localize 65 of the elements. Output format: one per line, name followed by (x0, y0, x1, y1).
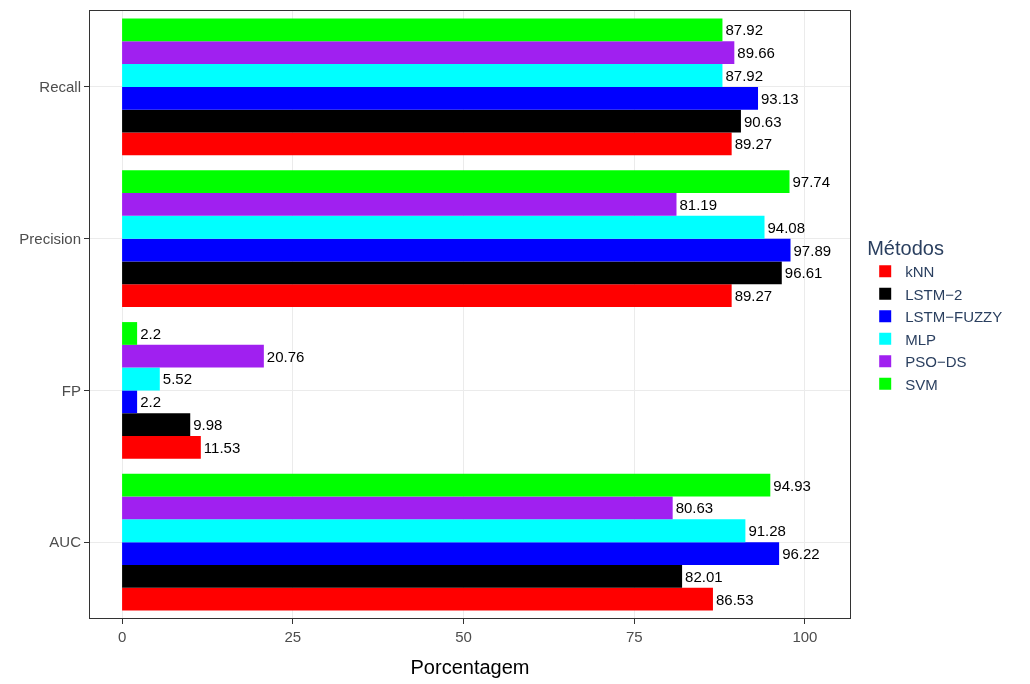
data-label: 90.63 (743, 112, 782, 130)
bar (122, 473, 771, 497)
legend-label: MLP (905, 330, 937, 348)
bar (122, 435, 201, 459)
data-label: 94.93 (773, 476, 811, 494)
data-label: 94.08 (767, 218, 806, 236)
bar (122, 564, 683, 588)
bar (122, 496, 673, 520)
y-tick-label: Recall (39, 78, 81, 96)
bar (122, 519, 746, 543)
data-label: 89.27 (734, 287, 773, 305)
bar (122, 18, 723, 42)
x-tick-label: 50 (455, 628, 472, 645)
data-label: 2.2 (140, 393, 161, 411)
data-label: 81.19 (679, 195, 718, 213)
data-label: 86.53 (715, 590, 754, 608)
y-tick-label: Precision (19, 229, 81, 247)
data-label: 97.89 (793, 241, 832, 259)
bar (122, 64, 723, 87)
bar (122, 587, 713, 611)
data-label: 20.76 (266, 347, 305, 365)
bar (122, 238, 791, 262)
bar (122, 344, 264, 368)
bar (122, 390, 138, 414)
data-label: 87.92 (725, 67, 763, 84)
bar (122, 86, 759, 110)
data-label: 93.13 (761, 89, 799, 107)
y-tick-label: FP (61, 381, 81, 399)
y-tick-label: AUC (49, 533, 82, 551)
legend-label: PSO−DS (905, 353, 967, 371)
data-label: 91.28 (748, 522, 786, 540)
bar (122, 542, 780, 565)
data-label: 87.92 (725, 21, 763, 39)
data-label: 9.98 (193, 416, 223, 434)
x-tick-label: 25 (284, 628, 302, 645)
x-tick-label: 100 (792, 628, 818, 645)
bar (122, 170, 790, 194)
data-label: 96.22 (782, 545, 820, 563)
legend-label: LSTM−FUZZY (905, 308, 1003, 326)
legend-label: LSTM−2 (905, 285, 963, 303)
bar (122, 284, 732, 307)
bar (122, 322, 138, 345)
legend-label: SVM (905, 375, 938, 393)
data-label: 2.2 (140, 324, 161, 342)
x-axis-title: Porcentagem (410, 655, 530, 678)
bar (122, 215, 765, 239)
legend-title: Métodos (867, 237, 944, 259)
bar (122, 132, 732, 156)
data-label: 80.63 (675, 499, 714, 517)
bar (122, 261, 782, 285)
bar (122, 109, 741, 133)
data-label: 11.53 (203, 438, 241, 456)
bar (122, 41, 735, 65)
x-tick-label: 0 (117, 628, 127, 645)
data-label: 89.27 (734, 135, 773, 153)
data-label: 97.74 (792, 173, 831, 191)
data-label: 5.52 (162, 370, 192, 388)
data-label: 89.66 (737, 44, 775, 62)
data-label: 82.01 (685, 567, 723, 585)
bar (122, 413, 191, 436)
bar (122, 367, 160, 391)
bar (122, 193, 677, 216)
data-label: 96.61 (784, 264, 823, 282)
legend-label: kNN (905, 263, 935, 281)
x-tick-label: 75 (625, 628, 643, 645)
